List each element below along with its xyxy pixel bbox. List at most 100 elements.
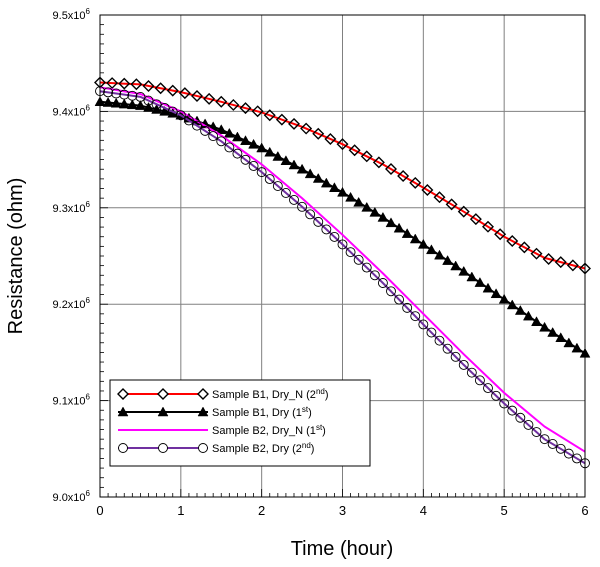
triangle-marker — [296, 163, 308, 174]
circle-marker — [135, 91, 146, 102]
triangle-marker — [474, 277, 486, 287]
circle-marker — [369, 270, 380, 281]
diamond-marker — [336, 138, 349, 151]
circle-marker — [256, 167, 267, 178]
triangle-marker — [531, 316, 542, 326]
diamond-marker — [397, 169, 410, 182]
circle-marker — [483, 383, 493, 394]
circle-marker — [151, 99, 162, 110]
diamond-marker — [554, 256, 567, 269]
triangle-marker — [482, 282, 494, 293]
diamond-marker — [409, 176, 422, 189]
circle-marker — [119, 89, 130, 100]
legend-label: Sample B2, Dry (2nd) — [212, 441, 314, 455]
triangle-marker — [417, 238, 429, 249]
triangle-marker — [539, 321, 551, 332]
circle-marker — [111, 88, 122, 99]
diamond-marker — [275, 113, 288, 126]
triangle-marker — [498, 293, 510, 304]
circle-marker — [377, 278, 388, 288]
x-tick-label: 1 — [177, 503, 184, 518]
triangle-marker — [547, 327, 559, 337]
circle-marker — [118, 443, 128, 453]
circle-marker — [313, 216, 324, 227]
circle-marker — [386, 286, 396, 297]
diamond-marker — [118, 77, 131, 90]
triangle-marker — [264, 146, 276, 157]
triangle-marker — [320, 177, 332, 188]
triangle-marker — [256, 142, 268, 153]
series-line — [99, 86, 586, 453]
series-3 — [99, 86, 586, 453]
legend: Sample B1, Dry_N (2nd) Sample B1, Dry (1s… — [109, 379, 371, 467]
diamond-marker — [566, 259, 579, 272]
triangle-marker — [353, 196, 365, 207]
x-tick-label: 5 — [501, 503, 508, 518]
triangle-marker — [442, 255, 454, 265]
diamond-marker — [288, 117, 300, 130]
circle-marker — [329, 231, 340, 242]
series-line — [99, 90, 586, 465]
circle-marker — [337, 239, 348, 250]
circle-marker — [224, 142, 235, 153]
circle-marker — [321, 224, 332, 235]
triangle-marker — [159, 105, 171, 116]
legend-item: Sample B2, Dry (2nd) — [118, 441, 314, 455]
y-tick-label: 9.3x106 — [53, 200, 91, 215]
diamond-marker — [348, 144, 361, 157]
legend-label: Sample B1, Dry_N (2nd) — [212, 387, 329, 401]
triangle-marker — [506, 299, 518, 310]
circle-marker — [410, 311, 421, 322]
diamond-marker — [457, 205, 470, 218]
triangle-marker — [434, 249, 445, 260]
diamond-marker — [360, 150, 373, 163]
circle-marker — [426, 327, 437, 338]
x-tick-labels: 0 1 2 3 4 5 6 — [96, 503, 588, 518]
x-tick-label: 3 — [339, 503, 346, 518]
diamond-marker — [324, 132, 337, 145]
circle-marker — [158, 443, 168, 453]
triangle-marker — [197, 406, 209, 417]
y-tick-label: 9.1x106 — [53, 393, 91, 408]
diamond-marker — [421, 183, 434, 196]
diamond-marker — [215, 95, 228, 108]
triangle-marker — [117, 406, 129, 417]
legend-label: Sample B2, Dry_N (1st) — [212, 423, 326, 437]
diamond-marker — [154, 82, 167, 95]
triangle-marker — [280, 155, 292, 166]
y-tick-label: 9.4x106 — [53, 103, 91, 118]
y-tick-label: 9.5x106 — [53, 7, 91, 22]
triangle-marker — [328, 182, 340, 192]
legend-item: Sample B1, Dry (1st) — [117, 405, 312, 419]
circle-marker — [539, 434, 550, 445]
diamond-marker — [506, 234, 519, 247]
triangle-marker — [571, 342, 583, 353]
diamond-marker — [130, 78, 143, 91]
circle-marker — [272, 181, 283, 191]
circle-marker — [466, 367, 477, 378]
x-tick-label: 0 — [96, 503, 103, 518]
diamond-marker — [445, 198, 458, 211]
series-layer — [94, 76, 591, 469]
diamond-marker — [106, 77, 119, 90]
y-tick-label: 9.0x106 — [53, 489, 91, 504]
series-2 — [94, 96, 591, 358]
circle-marker — [208, 131, 219, 142]
circle-marker — [507, 405, 518, 416]
diamond-marker — [469, 213, 482, 226]
diamond-marker — [157, 388, 169, 400]
triangle-marker — [466, 271, 478, 282]
circle-marker — [515, 412, 526, 423]
triangle-marker — [393, 222, 405, 233]
triangle-marker — [490, 288, 502, 299]
circle-marker — [192, 120, 202, 131]
circle-marker — [289, 194, 299, 205]
triangle-marker — [337, 186, 348, 197]
circle-marker — [127, 90, 138, 101]
triangle-marker — [377, 211, 389, 222]
circle-marker — [159, 102, 170, 113]
diamond-marker — [117, 388, 129, 400]
circle-marker — [531, 427, 542, 437]
circle-marker — [499, 398, 510, 409]
